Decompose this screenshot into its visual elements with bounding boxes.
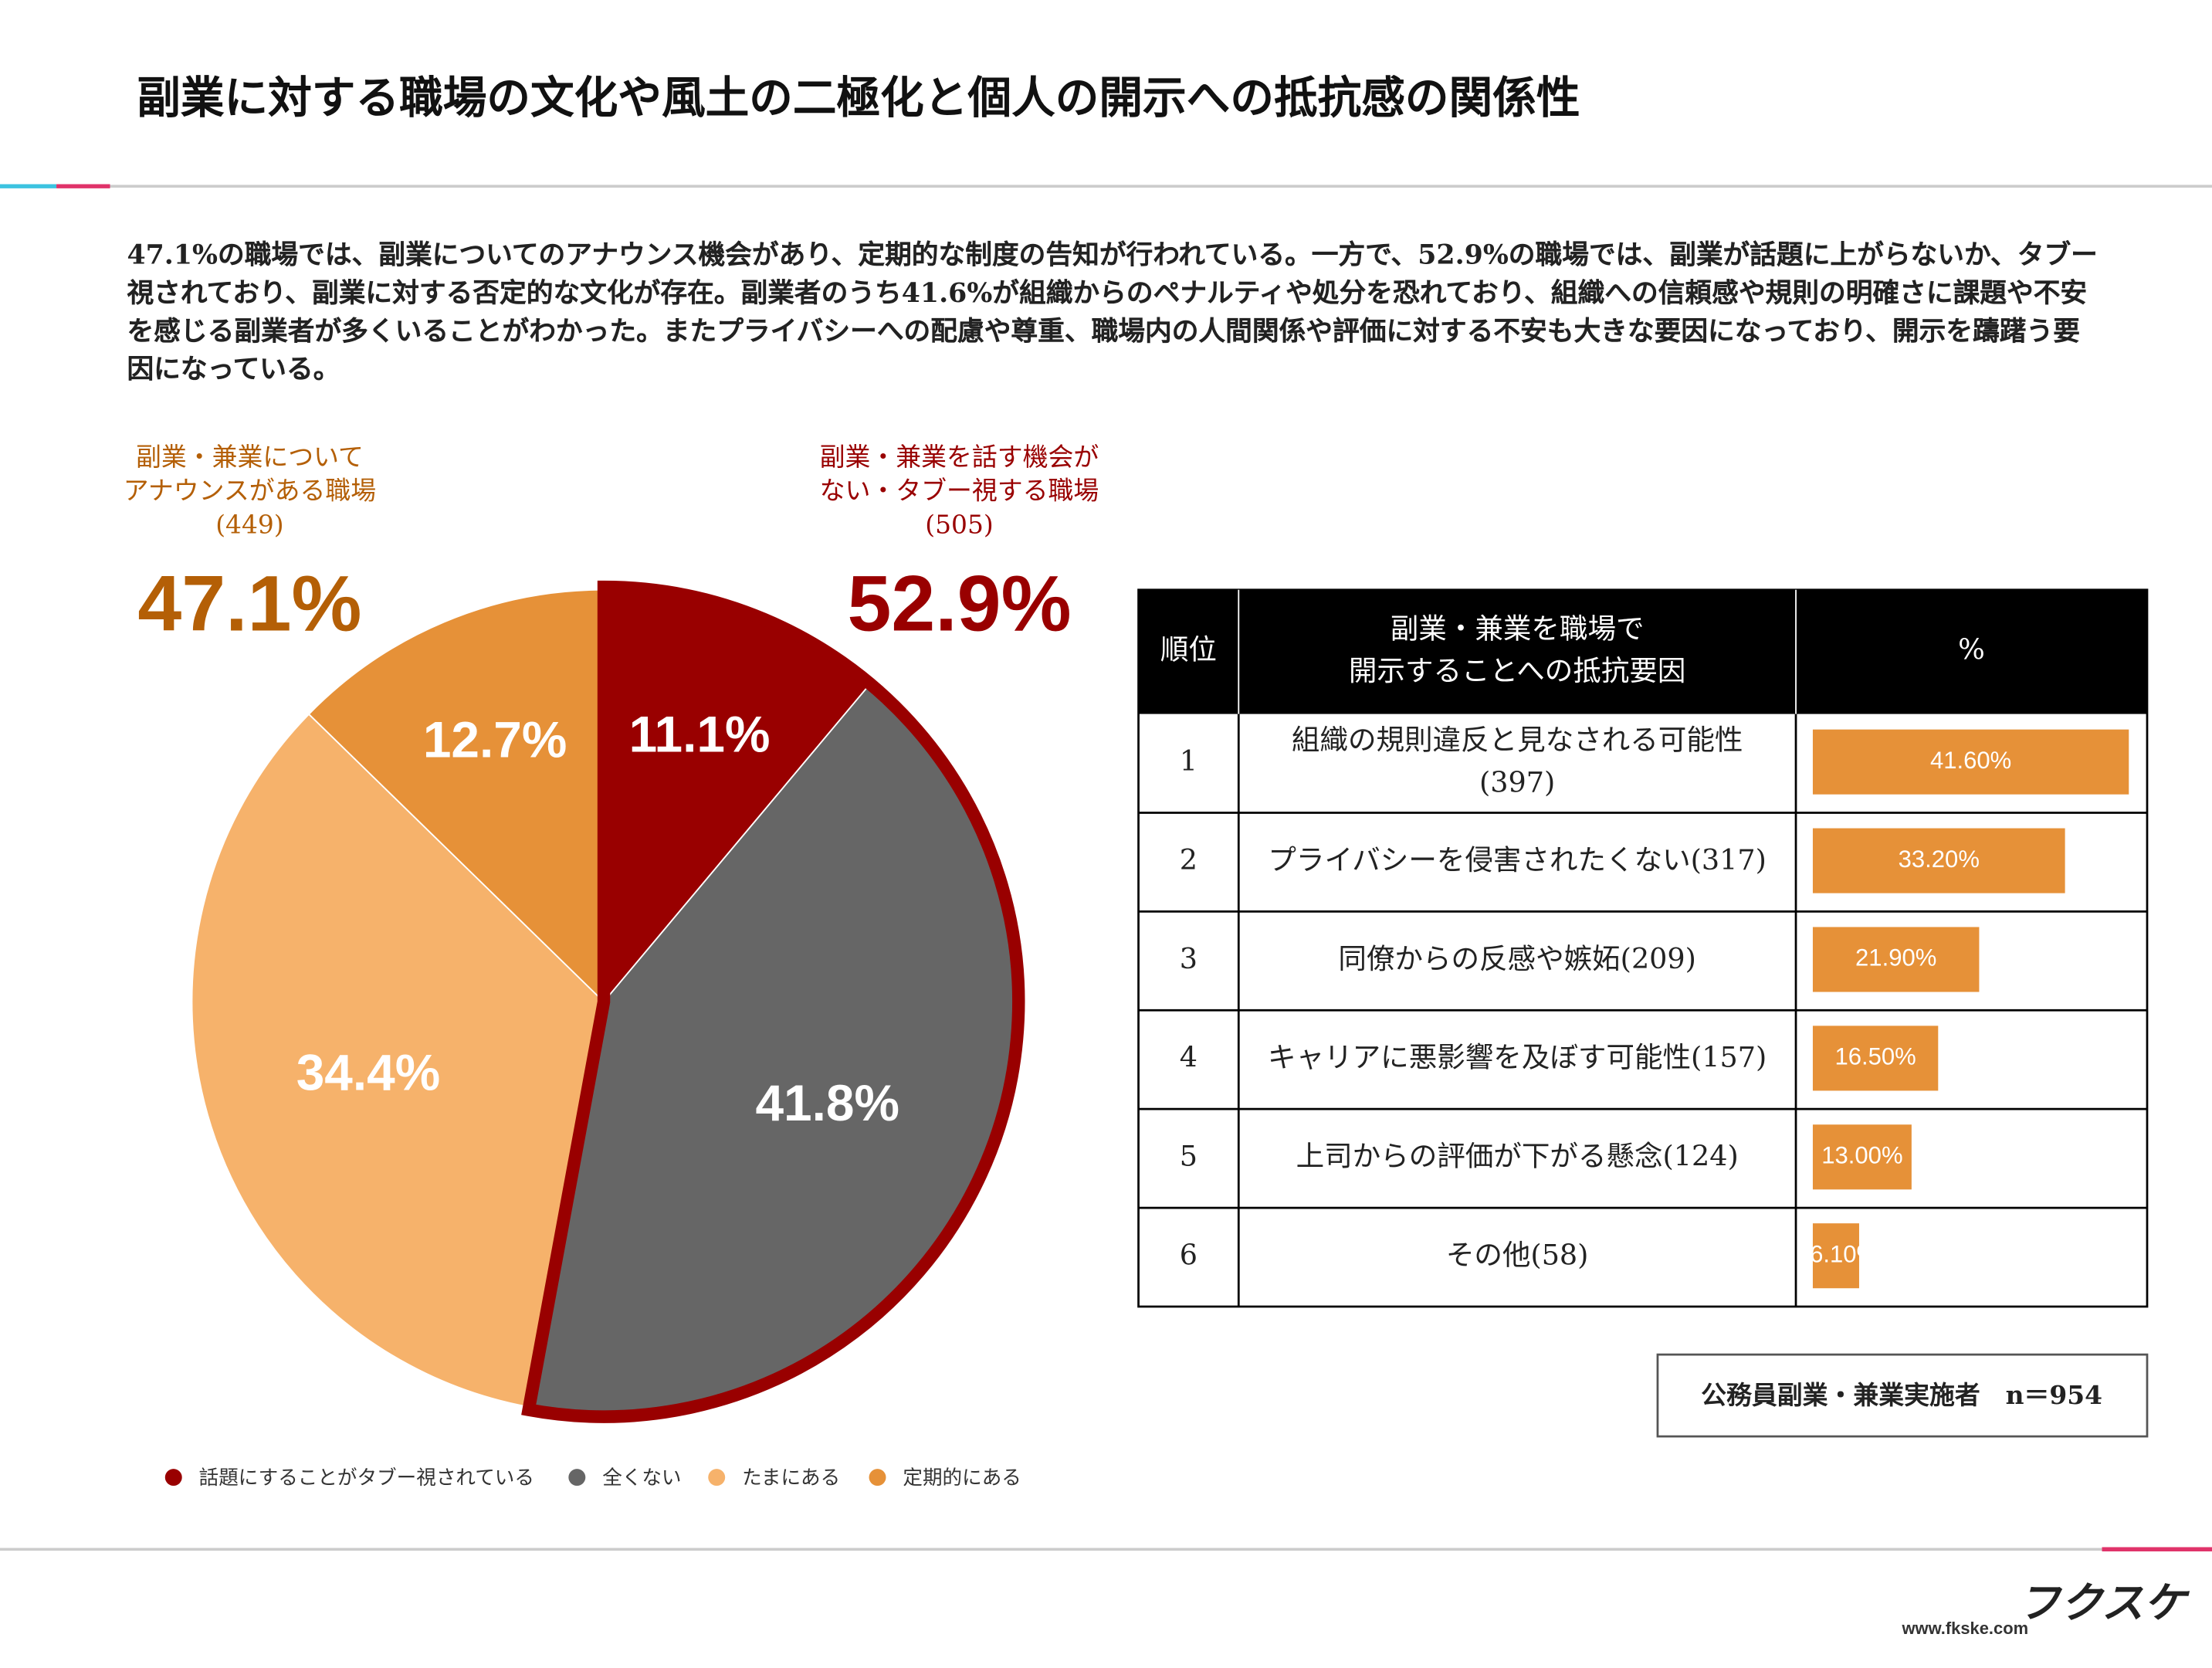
factor: 上司からの評価が下がる懸念(124) bbox=[1296, 1140, 1739, 1173]
bar bbox=[1812, 927, 1980, 992]
group-value: 47.1% bbox=[137, 558, 361, 647]
title: 副業に対する職場の文化や風土の二極化と個人の開示への抵抗感の関係性 bbox=[137, 73, 1580, 124]
bar bbox=[1812, 1223, 1859, 1289]
factor: (397) bbox=[1479, 765, 1555, 798]
factor: 同僚からの反感や嫉妬(209) bbox=[1338, 942, 1696, 975]
bar-label: 21.90% bbox=[1855, 944, 1936, 971]
factor: 組織の規則違反と見なされる可能性 bbox=[1292, 724, 1743, 757]
group-name: ない・タブー視する職場 bbox=[820, 476, 1099, 506]
description: 47.1%の職場では、副業についてのアナウンス機会があり、定期的な制度の告知が行… bbox=[127, 239, 2098, 385]
rank: 4 bbox=[1180, 1041, 1197, 1074]
legend-marker bbox=[568, 1469, 586, 1487]
slice-label: 11.1% bbox=[629, 706, 771, 763]
group-count: (505) bbox=[925, 510, 993, 540]
bar bbox=[1812, 729, 2129, 795]
bar-label: 33.20% bbox=[1899, 846, 1980, 873]
bar bbox=[1812, 1124, 1912, 1190]
group-name: 副業・兼業を話す機会が bbox=[820, 442, 1099, 472]
rank: 1 bbox=[1180, 744, 1197, 778]
legend-marker bbox=[708, 1469, 726, 1487]
rank: 2 bbox=[1180, 843, 1197, 876]
note: 公務員副業・兼業実施者 n＝954 bbox=[1701, 1380, 2102, 1410]
legend-label: 全くない bbox=[602, 1466, 681, 1490]
slice-label: 34.4% bbox=[296, 1044, 440, 1101]
slice-label: 12.7% bbox=[423, 710, 567, 768]
bar bbox=[1812, 828, 2065, 893]
pie-slice bbox=[191, 713, 605, 1409]
table-header-bg bbox=[1138, 589, 2147, 714]
pie-slice bbox=[307, 588, 605, 1004]
legend-label: 定期的にある bbox=[903, 1466, 1021, 1490]
factor: その他(58) bbox=[1446, 1239, 1589, 1272]
table-border bbox=[1137, 588, 2149, 1308]
group-outline bbox=[521, 580, 1025, 1423]
footer-url: www.fkske.com bbox=[1902, 1619, 2029, 1638]
bar bbox=[1812, 1026, 1939, 1091]
group-name: アナウンスがある職場 bbox=[124, 476, 376, 506]
table-header: 順位 bbox=[1160, 633, 1217, 666]
legend-label: たまにある bbox=[742, 1466, 840, 1490]
table-header: 副業・兼業を職場で bbox=[1391, 612, 1645, 645]
bar-label: 13.00% bbox=[1821, 1142, 1902, 1169]
bar-label: 41.60% bbox=[1930, 747, 2011, 774]
bar-label: 6.10% bbox=[1810, 1240, 1878, 1267]
group-count: (449) bbox=[215, 510, 283, 540]
rank: 3 bbox=[1180, 942, 1197, 975]
legend-marker bbox=[869, 1469, 886, 1487]
legend-label: 話題にすることがタブー視されている bbox=[199, 1466, 534, 1490]
slice-label: 41.8% bbox=[755, 1074, 899, 1131]
rank: 6 bbox=[1180, 1239, 1197, 1272]
bar-label: 16.50% bbox=[1834, 1043, 1916, 1070]
table-header: % bbox=[1958, 633, 1985, 666]
logo: フクスケ bbox=[2018, 1578, 2190, 1627]
note-box bbox=[1656, 1353, 2149, 1438]
group-name: 副業・兼業について bbox=[136, 442, 364, 472]
factor: プライバシーを侵害されたくない(317) bbox=[1268, 843, 1766, 876]
rank: 5 bbox=[1180, 1140, 1197, 1173]
group-value: 52.9% bbox=[847, 558, 1071, 647]
factor: キャリアに悪影響を及ぼす可能性(157) bbox=[1268, 1041, 1767, 1074]
legend-marker bbox=[164, 1469, 182, 1487]
table-header: 開示することへの抵抗要因 bbox=[1349, 654, 1686, 687]
